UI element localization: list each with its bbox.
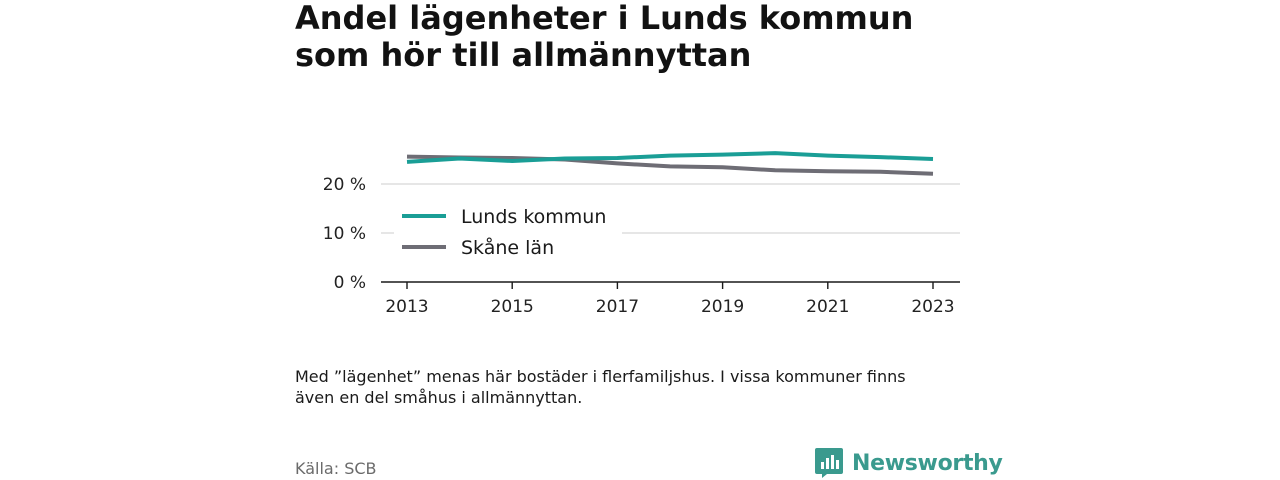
brand-logo: Newsworthy [814,447,1003,479]
x-tick-label-2023: 2023 [911,297,954,317]
x-tick-label-2013: 2013 [385,297,428,317]
y-tick-label-0: 0 % [334,273,366,293]
y-tick-label-10: 10 % [323,224,366,244]
newsworthy-logo-icon [815,448,843,478]
footnote-line-2: även en del småhus i allmännyttan. [295,388,583,407]
x-tick-label-2019: 2019 [701,297,744,317]
x-tick-label-2017: 2017 [596,297,639,317]
legend-label-lunds-kommun: Lunds kommun [461,206,606,228]
series-line-skane-lan [406,154,934,176]
chart-footnote: Med ”lägenhet” menas här bostäder i fler… [295,366,995,408]
chart-title: Andel lägenheter i Lunds kommun som hör … [295,0,995,74]
footnote-line-1: Med ”lägenhet” menas här bostäder i fler… [295,367,906,386]
source-label: Källa: SCB [295,459,377,478]
chart-title-line-1: Andel lägenheter i Lunds kommun [295,0,914,37]
chart-title-line-2: som hör till allmännyttan [295,36,752,74]
line-chart: 0 % 10 % 20 % 2013 2015 2017 2019 2021 2023 Lunds… [323,151,960,317]
series-line-lunds-kommun [406,151,934,164]
x-tick-label-2015: 2015 [491,297,534,317]
legend-label-skane-lan: Skåne län [461,236,554,259]
x-tick-label-2021: 2021 [806,297,849,317]
brand-name: Newsworthy [852,450,1003,476]
y-tick-label-20: 20 % [323,175,366,195]
legend-background [394,200,622,266]
